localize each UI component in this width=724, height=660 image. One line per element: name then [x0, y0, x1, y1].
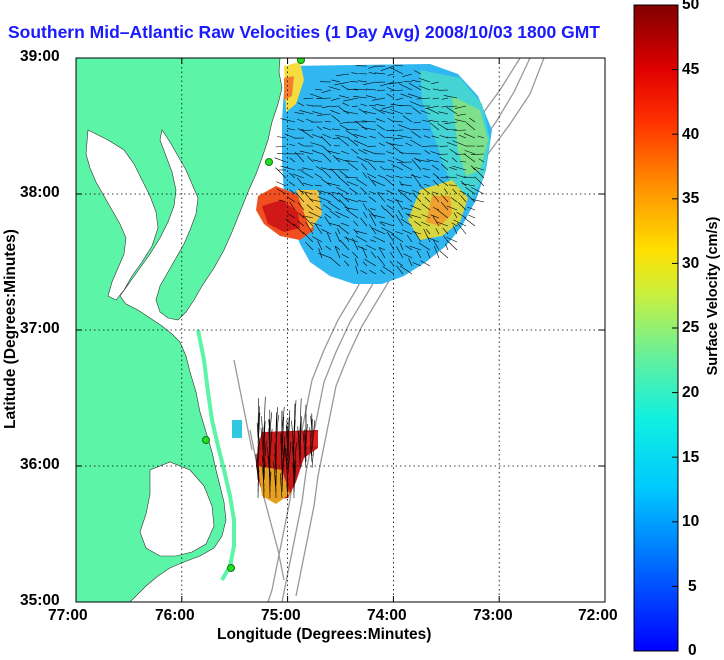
colorbar-tick-label: 30 [682, 255, 699, 273]
colorbar-tick-label: 20 [682, 384, 699, 402]
colorbar-tick-label: 50 [682, 0, 699, 14]
colorbar-tick-label: 5 [688, 578, 697, 596]
colorbar-tick-label: 40 [682, 126, 699, 144]
colorbar-tick-label: 45 [682, 61, 699, 79]
colorbar-gradient [634, 5, 678, 651]
colorbar-tick-label: 10 [682, 513, 699, 531]
colorbar-tick-label: 25 [682, 319, 699, 337]
colorbar-label: Surface Velocity (cm/s) [705, 201, 721, 391]
colorbar-tick-label: 35 [682, 190, 699, 208]
colorbar-tick-label: 15 [682, 449, 699, 467]
colorbar-tick-label: 0 [688, 642, 697, 660]
